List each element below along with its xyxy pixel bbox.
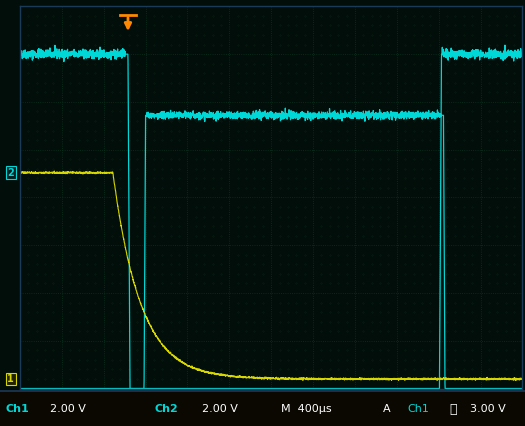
- Text: ⌒: ⌒: [449, 403, 456, 416]
- Text: Ch1: Ch1: [5, 404, 29, 414]
- Text: Ch1: Ch1: [407, 404, 429, 414]
- Text: M  400µs: M 400µs: [281, 404, 331, 414]
- Text: 2.00 V: 2.00 V: [202, 404, 238, 414]
- Text: 3.00 V: 3.00 V: [470, 404, 506, 414]
- Text: 2.00 V: 2.00 V: [50, 404, 86, 414]
- Text: A: A: [383, 404, 391, 414]
- Text: 2: 2: [7, 167, 14, 178]
- Text: 1: 1: [7, 374, 14, 384]
- Text: Ch2: Ch2: [155, 404, 179, 414]
